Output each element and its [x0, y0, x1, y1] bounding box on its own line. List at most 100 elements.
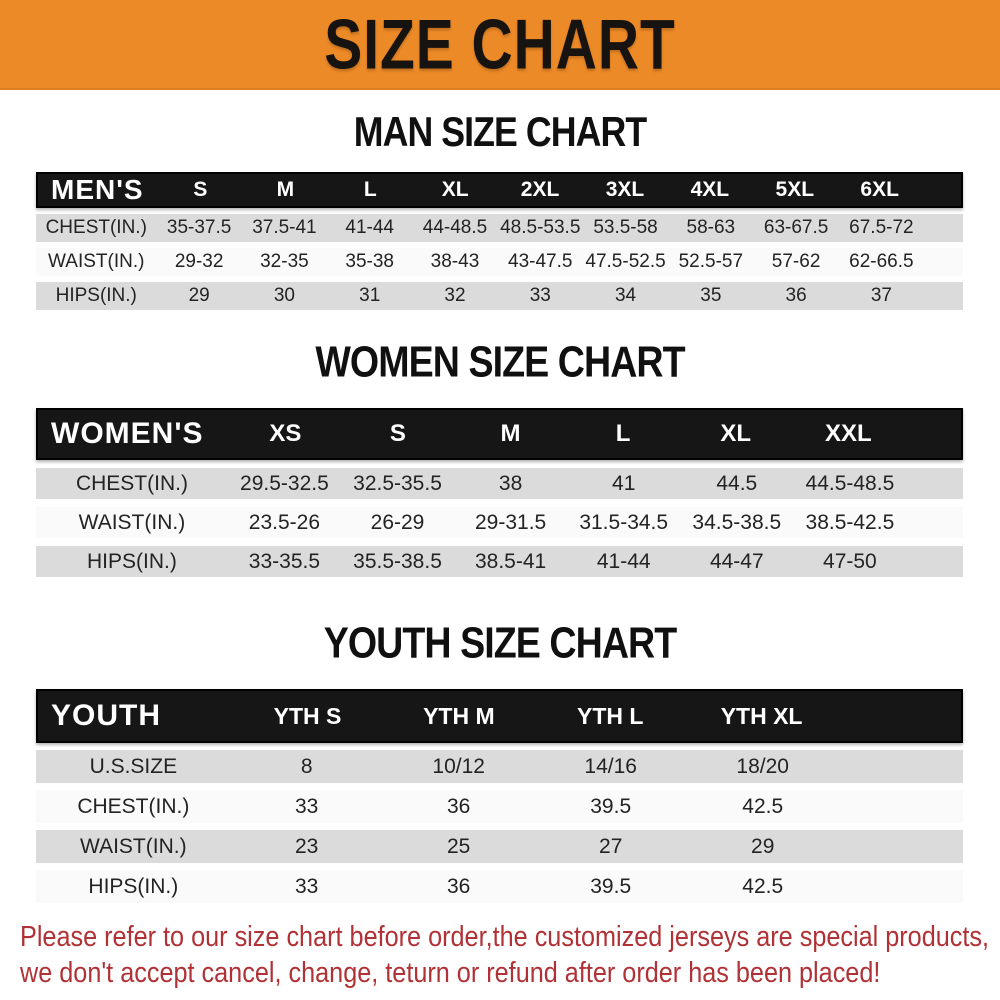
value-cell: 35-37.5 [166, 217, 232, 238]
value-cell: 33 [529, 285, 551, 306]
value-cell: 52.5-57 [678, 251, 744, 272]
value-cell: 42.5 [742, 794, 784, 818]
size-column-header: 6XL [860, 178, 899, 201]
value-cell: 33-35.5 [248, 549, 321, 573]
size-column-header: YTH M [423, 702, 495, 729]
value-cell: 44-47 [709, 549, 764, 573]
row-filler [839, 870, 963, 903]
table-header-row: WOMEN'S XS S M L XL XXL [36, 408, 963, 460]
size-column-header: YTH XL [720, 702, 803, 729]
value-cell: 67.5-72 [849, 217, 914, 238]
header-filler [837, 691, 961, 741]
row-label: CHEST(IN.) [77, 794, 190, 818]
value-cell: 35.5-38.5 [353, 549, 442, 573]
value-cell: 39.5 [590, 794, 632, 818]
table-row: HIPS(IN.) 33-35.5 35.5-38.5 38.5-41 41-44 44-… [36, 546, 963, 577]
value-cell: 35 [700, 285, 722, 306]
value-cell: 8 [300, 754, 313, 778]
value-cell: 43-47.5 [508, 251, 573, 272]
value-cell: 34.5-38.5 [692, 510, 782, 534]
row-filler [924, 248, 963, 276]
row-label: HIPS(IN.) [87, 549, 177, 573]
size-column-header: XL [441, 178, 469, 201]
size-column-header: 2XL [520, 178, 560, 201]
value-cell: 63-67.5 [763, 217, 829, 238]
value-cell: 39.5 [590, 874, 632, 898]
value-cell: 37.5-41 [252, 217, 317, 238]
disclaimer-line-1: Please refer to our size chart before or… [20, 921, 990, 953]
youth-size-chart-title: YOUTH SIZE CHART [323, 618, 678, 668]
table-header-label: YOUTH [51, 699, 161, 732]
table-header-label: WOMEN'S [51, 417, 204, 450]
size-column-header: YTH S [273, 702, 342, 729]
value-cell: 31 [359, 285, 381, 306]
row-label: U.S.SIZE [89, 754, 178, 778]
value-cell: 14/16 [584, 754, 637, 778]
banner-title: SIZE CHART [324, 4, 676, 84]
size-column-header: M [276, 178, 295, 201]
value-cell: 53.5-58 [593, 217, 658, 238]
header-filler [905, 410, 961, 458]
women-size-section: WOMEN SIZE CHART WOMEN'S XS S M L XL XXL CHEST(… [0, 337, 1000, 577]
row-label: WAIST(IN.) [48, 251, 145, 272]
value-cell: 41-44 [596, 549, 651, 573]
size-column-header: YTH L [577, 702, 644, 729]
value-cell: 44.5 [716, 471, 758, 495]
value-cell: 33 [294, 794, 319, 818]
size-column-header: S [389, 420, 406, 447]
size-column-header: XL [720, 420, 752, 447]
table-row: WAIST(IN.) 23 25 27 29 [36, 830, 963, 863]
value-cell: 38 [498, 471, 523, 495]
value-cell: 32 [444, 285, 466, 306]
size-column-header: S [193, 178, 208, 201]
value-cell: 42.5 [742, 874, 784, 898]
value-cell: 62-66.5 [849, 251, 914, 272]
value-cell: 57-62 [771, 251, 821, 272]
value-cell: 29 [188, 285, 210, 306]
value-cell: 38.5-42.5 [805, 510, 895, 534]
value-cell: 48.5-53.5 [500, 217, 581, 238]
value-cell: 10/12 [432, 754, 485, 778]
value-cell: 27 [599, 834, 623, 858]
table-header-label: MEN'S [51, 174, 144, 205]
size-column-header: L [363, 178, 377, 201]
value-cell: 29 [751, 834, 775, 858]
row-filler [924, 282, 963, 310]
women-size-table: WOMEN'S XS S M L XL XXL CHEST(IN.) 29.5-32.5 32.5… [36, 408, 963, 577]
value-cell: 38.5-41 [474, 549, 547, 573]
youth-size-section: YOUTH SIZE CHART YOUTH YTH S YTH M YTH L YTH… [0, 618, 1000, 903]
value-cell: 47-50 [823, 549, 877, 573]
row-filler [906, 546, 963, 577]
size-column-header: XXL [824, 420, 872, 447]
value-cell: 41-44 [345, 217, 394, 238]
women-size-chart-title: WOMEN SIZE CHART [315, 337, 685, 387]
disclaimer-line-2: we don't accept cancel, change, teturn o… [20, 957, 881, 989]
value-cell: 30 [273, 285, 295, 306]
value-cell: 29-32 [174, 251, 224, 272]
value-cell: 36 [447, 794, 471, 818]
size-column-header: M [500, 420, 521, 447]
value-cell: 38-43 [430, 251, 480, 272]
value-cell: 37 [870, 285, 892, 306]
table-row: HIPS(IN.) 33 36 39.5 42.5 [36, 870, 963, 903]
value-cell: 25 [447, 834, 471, 858]
size-column-header: L [615, 420, 631, 447]
man-size-chart-title: MAN SIZE CHART [353, 109, 647, 157]
row-filler [906, 468, 963, 499]
row-label: CHEST(IN.) [45, 217, 147, 238]
man-size-section: MAN SIZE CHART MEN'S S M L XL 2XL 3XL 4XL 5XL 6XL… [0, 109, 1000, 310]
header-filler [922, 174, 961, 206]
row-filler [839, 830, 963, 863]
row-label: WAIST(IN.) [80, 834, 187, 858]
table-row: CHEST(IN.) 33 36 39.5 42.5 [36, 790, 963, 823]
size-column-header: 5XL [775, 178, 815, 201]
row-filler [924, 214, 963, 242]
value-cell: 44.5-48.5 [805, 471, 895, 495]
row-filler [839, 790, 963, 823]
size-column-header: 3XL [605, 178, 645, 201]
value-cell: 29-31.5 [474, 510, 547, 534]
man-size-table: MEN'S S M L XL 2XL 3XL 4XL 5XL 6XL CHEST(IN.) 35-37… [36, 172, 963, 310]
value-cell: 18/20 [736, 754, 789, 778]
value-cell: 32-35 [260, 251, 309, 272]
value-cell: 36 [447, 874, 471, 898]
